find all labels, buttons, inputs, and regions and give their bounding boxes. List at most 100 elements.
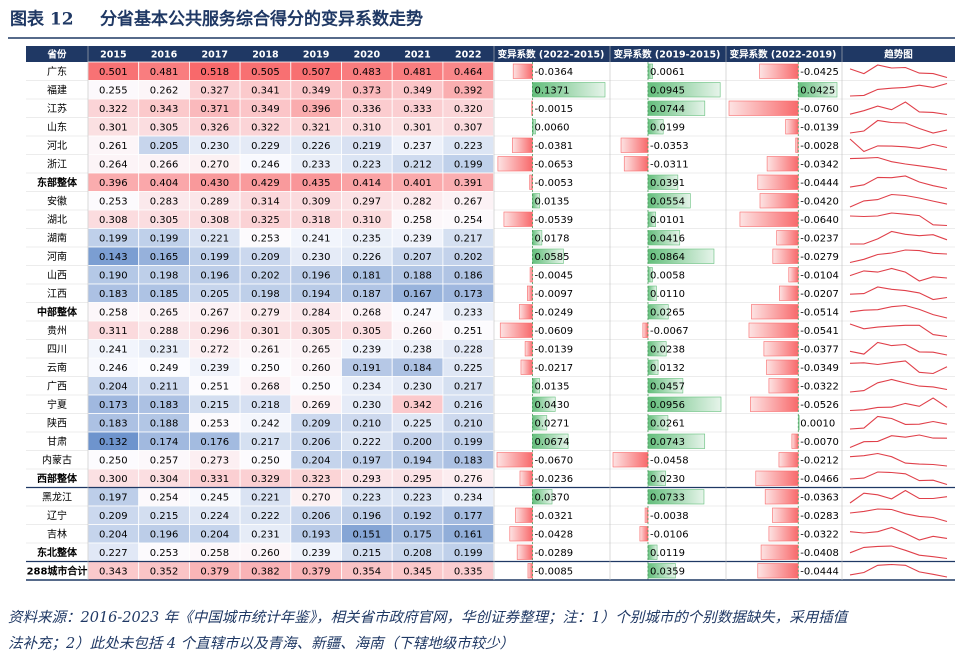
change-value: 0.0060: [534, 122, 569, 133]
score-value: 0.326: [200, 122, 229, 133]
change-value: 0.0457: [650, 381, 685, 392]
score-value: 0.268: [353, 307, 382, 318]
score-value: 0.202: [454, 252, 483, 263]
score-value: 0.336: [353, 104, 382, 115]
score-value: 0.253: [251, 233, 280, 244]
score-value: 0.301: [403, 122, 432, 133]
score-value: 0.289: [200, 196, 229, 207]
score-value: 0.253: [200, 418, 229, 429]
score-value: 0.222: [251, 511, 280, 522]
report-table: 图表 12 分省基本公共服务综合得分的变异系数走势 省份 2015 2016 2017…: [8, 9, 955, 581]
trend-line: [849, 82, 948, 97]
score-value: 0.250: [251, 455, 280, 466]
score-value: 0.239: [353, 344, 382, 355]
change-value: -0.0279: [800, 252, 839, 263]
change-bar: [524, 341, 533, 357]
change-bar: [527, 285, 533, 301]
score-value: 0.230: [302, 252, 331, 263]
change-value: -0.0097: [534, 289, 573, 300]
change-value: -0.0539: [534, 215, 573, 226]
trend-line: [849, 378, 948, 393]
trend-line: [849, 212, 948, 227]
score-value: 0.183: [99, 418, 128, 429]
score-value: 0.223: [353, 492, 382, 503]
footnote-line: 法补充；2）此处未包括 4 个直辖市以及青海、新疆、海南（下辖地级市较少）: [8, 636, 515, 652]
change-value: -0.0322: [800, 381, 839, 392]
change-bar: [647, 433, 706, 449]
change-value: 0.0135: [534, 381, 569, 392]
score-value: 0.300: [99, 474, 128, 485]
change-value: -0.0353: [650, 141, 689, 152]
row-name: 福建: [47, 83, 67, 96]
score-value: 0.335: [454, 566, 483, 577]
row-name: 河北: [47, 140, 67, 152]
score-value: 0.208: [403, 548, 432, 559]
score-value: 0.239: [403, 233, 432, 244]
score-value: 0.265: [150, 307, 179, 318]
change-bar: [532, 433, 569, 449]
change-bar: [532, 193, 540, 209]
score-value: 0.215: [200, 400, 229, 411]
score-value: 0.379: [302, 566, 331, 577]
change-value: 0.0010: [800, 418, 835, 429]
column-header: 2015: [100, 50, 126, 61]
change-bar: [499, 322, 533, 338]
change-value: 0.0674: [534, 437, 569, 448]
change-value: -0.0289: [534, 548, 573, 559]
change-bar: [647, 489, 705, 505]
change-value: -0.0236: [534, 474, 573, 485]
change-bar: [768, 526, 799, 542]
score-value: 0.230: [200, 141, 229, 152]
score-value: 0.204: [99, 529, 128, 540]
row-name: 吉林: [47, 527, 67, 540]
trend-line: [849, 193, 948, 208]
score-value: 0.196: [150, 529, 179, 540]
change-bar: [503, 211, 533, 227]
score-value: 0.212: [403, 159, 432, 170]
score-value: 0.173: [454, 289, 483, 300]
change-bar: [791, 433, 799, 449]
figure-title: 分省基本公共服务综合得分的变异系数走势: [100, 9, 423, 30]
score-value: 0.254: [454, 215, 483, 226]
change-value: -0.0139: [534, 344, 573, 355]
change-value: -0.0408: [800, 548, 839, 559]
change-bar: [647, 378, 684, 394]
change-bar: [751, 304, 799, 320]
score-value: 0.349: [302, 85, 331, 96]
change-bar: [779, 285, 799, 301]
change-value: -0.0342: [800, 159, 839, 170]
row-name: 广西: [47, 380, 67, 392]
change-bar: [785, 119, 799, 135]
change-value: -0.0311: [650, 159, 689, 170]
score-value: 0.349: [251, 104, 280, 115]
score-value: 0.349: [403, 85, 432, 96]
change-value: -0.0217: [534, 363, 573, 374]
row-name: 江西: [47, 288, 67, 300]
change-value: 0.0585: [534, 252, 569, 263]
score-value: 0.501: [99, 67, 128, 78]
change-value: -0.0640: [800, 215, 839, 226]
score-value: 0.254: [150, 492, 179, 503]
score-value: 0.282: [403, 196, 432, 207]
trend-line: [849, 286, 948, 301]
change-value: 0.0359: [650, 566, 685, 577]
score-value: 0.260: [403, 326, 432, 337]
score-value: 0.258: [403, 215, 432, 226]
change-value: -0.0428: [534, 529, 573, 540]
score-value: 0.308: [200, 215, 229, 226]
change-bar: [647, 396, 722, 412]
change-bar: [760, 544, 799, 560]
score-value: 0.251: [454, 326, 483, 337]
score-value: 0.204: [302, 455, 331, 466]
score-value: 0.343: [99, 566, 128, 577]
score-value: 0.430: [200, 178, 229, 189]
score-value: 0.194: [302, 289, 331, 300]
change-value: 0.0265: [650, 307, 685, 318]
score-value: 0.304: [150, 474, 179, 485]
score-value: 0.177: [454, 511, 483, 522]
score-value: 0.288: [150, 326, 179, 337]
change-bar: [647, 100, 706, 116]
change-value: -0.0458: [650, 455, 689, 466]
score-value: 0.183: [454, 455, 483, 466]
